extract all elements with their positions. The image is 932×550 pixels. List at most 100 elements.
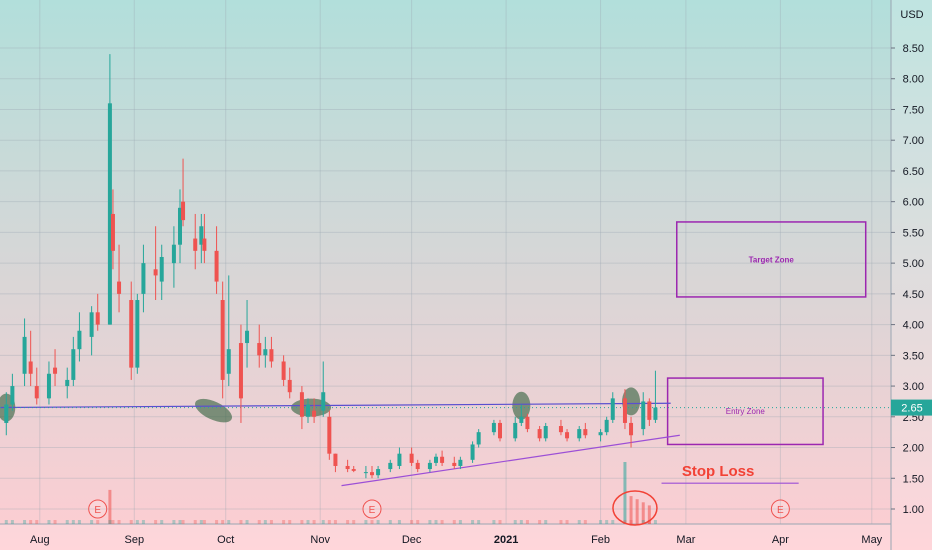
stop-loss-label: Stop Loss <box>682 463 755 480</box>
y-tick-label: 1.50 <box>903 473 924 485</box>
y-tick-label: 3.50 <box>903 350 924 362</box>
candle-body <box>71 349 76 380</box>
volume-bar-small <box>440 520 444 524</box>
volume-bar-small <box>4 520 8 524</box>
y-axis-ticks: 8.50 8.00 7.50 7.00 6.50 6.00 5.50 5.00 4.50 4.00… <box>891 43 924 516</box>
candle-body <box>129 300 134 368</box>
volume-bar-small <box>599 520 603 524</box>
volume-bar-small <box>178 520 182 524</box>
earnings-marker-circle <box>362 499 382 519</box>
candle-body <box>370 472 374 476</box>
volume-bar-small <box>477 520 481 524</box>
volume-bar-small <box>202 520 206 524</box>
candle-body <box>653 407 658 420</box>
candle-body <box>415 462 420 470</box>
y-tick-label: 2.00 <box>903 443 924 455</box>
candle-body <box>525 416 530 430</box>
volume-bar-small <box>498 520 502 524</box>
volume-bar-small <box>513 520 517 524</box>
volume-bar-small <box>544 520 548 524</box>
volume-bar-small <box>583 520 587 524</box>
candle-body <box>159 256 164 282</box>
candle-body <box>558 426 563 433</box>
rising-trendline[interactable] <box>341 434 680 487</box>
volume-bar-small <box>647 520 651 524</box>
x-tick-label: Aug <box>30 534 50 546</box>
volume-bar-small <box>263 520 267 524</box>
volume-bar-small <box>559 520 563 524</box>
candle-body <box>333 453 338 466</box>
volume-bar-small <box>623 520 627 524</box>
price-tag-background <box>891 399 932 416</box>
volume-bar-small <box>111 520 115 524</box>
earnings-marker-circle <box>88 499 108 519</box>
target-zone-box[interactable] <box>676 221 867 298</box>
support-line[interactable] <box>0 402 671 409</box>
y-tick-label: 6.50 <box>903 166 924 178</box>
volume-bar-small <box>199 520 203 524</box>
candles <box>4 54 658 479</box>
candle-body <box>388 462 393 470</box>
candle-body <box>321 392 326 411</box>
volume-bar-small <box>221 520 225 524</box>
candle-body <box>513 422 518 439</box>
entry-zone-box[interactable] <box>666 377 824 446</box>
volume-bar-small <box>312 520 316 524</box>
volume-bar-small <box>23 520 27 524</box>
candle-body <box>299 392 304 417</box>
y-tick-label: 3.00 <box>903 381 924 393</box>
price-scale-background[interactable] <box>891 0 932 550</box>
volume-bar-small <box>108 520 112 524</box>
x-tick-label: Dec <box>402 534 422 546</box>
y-tick-label: 6.00 <box>903 197 924 209</box>
candle-body <box>458 459 463 466</box>
candle-body <box>622 398 627 423</box>
candle-body <box>440 456 445 463</box>
candle-body <box>470 444 475 460</box>
x-tick-label: May <box>861 534 882 546</box>
volume-bar-small <box>519 520 523 524</box>
volume-bar-small <box>90 520 94 524</box>
candle-body <box>226 349 231 374</box>
volume-spike-circle <box>612 490 658 526</box>
volume-bar-small <box>10 520 14 524</box>
candle-body <box>202 238 207 251</box>
candle-body <box>610 398 615 420</box>
volume-bar-small <box>181 520 185 524</box>
time-scale-background[interactable] <box>0 524 891 550</box>
y-tick-label: 8.50 <box>903 43 924 55</box>
grid <box>0 0 892 550</box>
volume-bar-small <box>629 520 633 524</box>
volume-bar-small <box>410 520 414 524</box>
candle-body <box>95 312 100 325</box>
volume-bar <box>647 505 651 524</box>
volume-bar-small <box>577 520 581 524</box>
candle-body <box>220 300 225 380</box>
volume-bar-small <box>300 520 304 524</box>
y-tick-label: 7.50 <box>903 104 924 116</box>
candle-body <box>577 429 582 439</box>
y-tick-label: 4.50 <box>903 289 924 301</box>
candle-body <box>107 103 112 325</box>
candle-body <box>647 401 652 420</box>
volume-bar-small <box>452 520 456 524</box>
volume-bar-small <box>321 520 325 524</box>
volume-bar-small <box>135 520 139 524</box>
candle-body <box>604 419 609 433</box>
candle-body <box>141 263 146 294</box>
volume-bar-small <box>35 520 39 524</box>
volume-bar <box>641 502 645 524</box>
candle-body <box>245 330 250 344</box>
earnings-marker-circle <box>770 499 790 519</box>
x-tick-label: Apr <box>772 534 789 546</box>
candle-body <box>397 453 402 466</box>
candle-body <box>193 238 198 251</box>
volume-bar-small <box>471 520 475 524</box>
volume-bar-small <box>428 520 432 524</box>
candle-body <box>89 312 94 337</box>
candle-body <box>214 250 219 282</box>
x-axis-ticks: Aug Sep Oct Nov Dec 2021 Feb Mar Apr May <box>30 534 883 546</box>
candle-body <box>351 469 356 471</box>
currency-label: USD <box>900 9 923 21</box>
